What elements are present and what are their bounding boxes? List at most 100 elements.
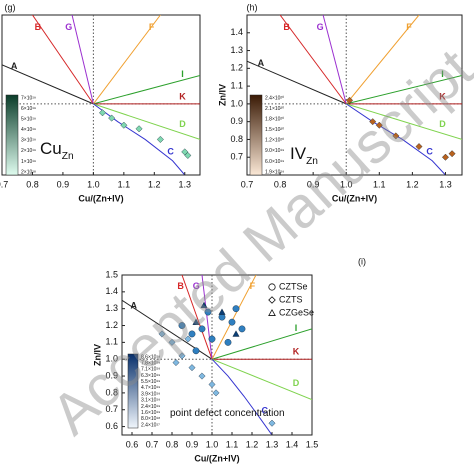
colorbar-label: 3.1×10¹⁹ xyxy=(141,398,160,404)
phase-line xyxy=(201,275,213,360)
annotation-subscript: Zn xyxy=(306,156,318,167)
y-tick-label: 0.8 xyxy=(230,134,243,144)
data-point xyxy=(172,359,180,367)
line-label: K xyxy=(439,91,446,101)
line-label: G xyxy=(193,281,200,291)
colorbar-label: 2×10¹⁹ xyxy=(21,148,36,154)
phase-line xyxy=(71,15,94,105)
colorbar-label: 1.2×10²⁰ xyxy=(265,138,284,144)
y-tick-label: 1.4 xyxy=(230,27,243,37)
colorbar-label: 4×10¹⁹ xyxy=(21,127,36,133)
line-label: I xyxy=(295,323,298,333)
plot-frame xyxy=(246,14,463,176)
phase-line xyxy=(346,74,462,105)
y-tick-label: 0.9 xyxy=(230,116,243,126)
phase-line xyxy=(279,15,347,105)
colorbar xyxy=(5,94,19,176)
line-label: A xyxy=(131,301,138,311)
data-point xyxy=(192,347,200,355)
x-tick-label: 1.0 xyxy=(206,439,219,449)
data-point xyxy=(192,318,200,325)
x-tick-label: 1.1 xyxy=(373,179,386,189)
line-label: B xyxy=(35,22,42,32)
legend-label: CZTS xyxy=(279,294,303,304)
data-point xyxy=(224,338,232,346)
data-point xyxy=(120,121,128,129)
data-point xyxy=(198,325,206,333)
legend-marker xyxy=(268,296,276,304)
data-point xyxy=(208,380,216,388)
line-label: G xyxy=(317,22,324,32)
colorbar-label: 2.1×10²⁰ xyxy=(265,106,284,112)
colorbar-label: 2×10¹⁸ xyxy=(21,169,36,175)
line-label: F xyxy=(250,281,256,291)
annotation-text: IV xyxy=(290,144,307,163)
colorbar-label: 3×10¹⁹ xyxy=(21,138,36,144)
x-tick-label: 0.7 xyxy=(241,179,254,189)
phase-line xyxy=(247,60,347,105)
data-point xyxy=(178,352,186,360)
legend-marker xyxy=(268,308,276,316)
data-point xyxy=(200,301,208,309)
plot-frame xyxy=(121,274,313,436)
x-tick-label: 0.7 xyxy=(0,179,8,189)
legend-marker xyxy=(268,283,276,291)
x-tick-label: 1.3 xyxy=(179,179,192,189)
phase-line xyxy=(93,74,200,105)
line-label: I xyxy=(181,69,184,79)
x-tick-label: 1.2 xyxy=(406,179,419,189)
data-point xyxy=(448,150,456,158)
line-label: F xyxy=(149,22,155,32)
colorbar-label: 7.1×10¹⁹ xyxy=(141,367,160,373)
data-point xyxy=(218,308,226,315)
data-point xyxy=(178,322,186,329)
panel-label: (g) xyxy=(5,2,16,12)
colorbar-label: 3.9×10¹⁹ xyxy=(141,391,160,397)
panel-label: (h) xyxy=(247,2,258,12)
phase-line xyxy=(345,103,446,175)
x-tick-label: 1.3 xyxy=(439,179,452,189)
line-label: K xyxy=(293,347,300,357)
annotation: point defect concentration xyxy=(170,408,285,419)
phase-line xyxy=(211,358,312,401)
line-label: D xyxy=(439,119,446,129)
plot-area xyxy=(122,275,312,435)
x-tick-label: 0.7 xyxy=(146,439,159,449)
data-point xyxy=(188,364,196,372)
data-point xyxy=(158,330,166,338)
x-tick-label: 1.4 xyxy=(286,439,299,449)
colorbar-label: 8.6×10¹⁹ xyxy=(141,354,160,360)
data-point xyxy=(232,305,240,313)
y-axis-label: Zn/IV xyxy=(92,344,102,366)
y-tick-label: 1.0 xyxy=(230,98,243,108)
phase-line xyxy=(181,275,213,360)
annotation-text: point defect concentration xyxy=(170,408,285,419)
data-point xyxy=(198,372,206,380)
data-point xyxy=(415,143,423,151)
phase-line xyxy=(93,103,200,140)
x-tick-label: 1.2 xyxy=(246,439,259,449)
colorbar-label: 1×10¹⁹ xyxy=(21,159,36,165)
line-label: I xyxy=(441,69,444,79)
y-tick-label: 1.1 xyxy=(230,80,243,90)
data-point xyxy=(204,308,212,316)
colorbar-label: 6.0×10¹⁹ xyxy=(265,159,284,165)
data-point xyxy=(375,121,383,129)
line-label: B xyxy=(177,281,184,291)
data-point xyxy=(268,419,276,427)
data-point xyxy=(108,114,116,122)
y-tick-label: 1.3 xyxy=(230,45,243,55)
data-point xyxy=(212,389,220,397)
y-axis-label: Zn/IV xyxy=(217,84,227,106)
line-label: F xyxy=(406,22,412,32)
data-point xyxy=(441,153,449,161)
x-tick-label: 0.9 xyxy=(57,179,70,189)
x-tick-label: 1.0 xyxy=(87,179,100,189)
x-tick-label: 0.6 xyxy=(126,439,139,449)
plot-frame xyxy=(1,14,201,176)
y-tick-label: 1.2 xyxy=(230,63,243,73)
line-label: C xyxy=(167,147,174,157)
x-axis-label: Cu/(Zn+IV) xyxy=(78,193,123,203)
line-label: A xyxy=(258,58,265,68)
phase-line xyxy=(322,15,347,105)
